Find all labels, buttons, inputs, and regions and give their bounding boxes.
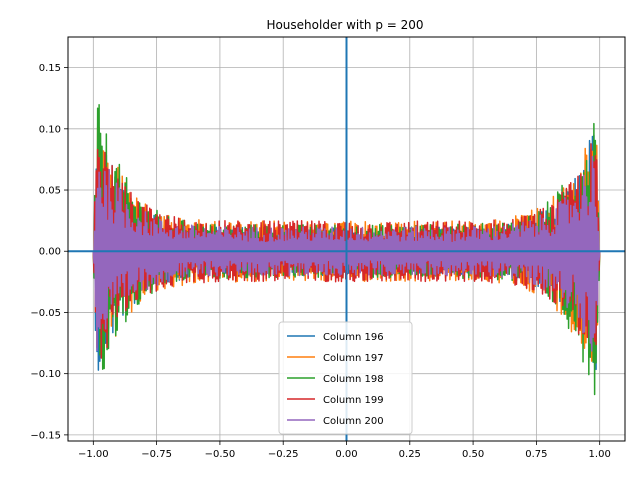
legend-label-3: Column 198 (323, 374, 384, 385)
y-tick-label-4: 0.05 (39, 186, 61, 197)
x-tick-label-8: 1.00 (589, 449, 611, 460)
legend-label-4: Column 199 (323, 395, 384, 406)
x-tick-label-6: 0.50 (462, 449, 484, 460)
y-axis-ticks: −0.15 −0.10 −0.05 0.00 0.05 0.10 0.15 (30, 63, 68, 441)
legend-label-2: Column 197 (323, 353, 384, 364)
x-axis-ticks: −1.00 −0.75 −0.50 −0.25 0.00 0.25 0.50 0.75 1.00 (78, 441, 611, 460)
x-tick-label-4: 0.00 (335, 449, 357, 460)
y-tick-label-2: −0.05 (30, 308, 61, 319)
y-tick-label-0: −0.15 (30, 430, 61, 441)
y-tick-label-6: 0.15 (39, 63, 61, 74)
x-tick-label-1: −0.75 (141, 449, 172, 460)
x-tick-label-7: 0.75 (525, 449, 547, 460)
y-tick-label-5: 0.10 (39, 124, 61, 135)
x-tick-label-3: −0.25 (268, 449, 299, 460)
x-tick-label-2: −0.50 (205, 449, 236, 460)
legend-label-5: Column 200 (323, 416, 384, 427)
legend-label-1: Column 196 (323, 332, 384, 343)
x-tick-label-0: −1.00 (78, 449, 109, 460)
legend: Column 196 Column 197 Column 198 Column 199… (278, 321, 413, 435)
chart-title: Householder with p = 200 (266, 18, 423, 32)
x-tick-label-5: 0.25 (399, 449, 421, 460)
y-tick-label-1: −0.10 (30, 369, 61, 380)
y-tick-label-3: 0.00 (39, 247, 61, 258)
legend-box (278, 321, 413, 435)
